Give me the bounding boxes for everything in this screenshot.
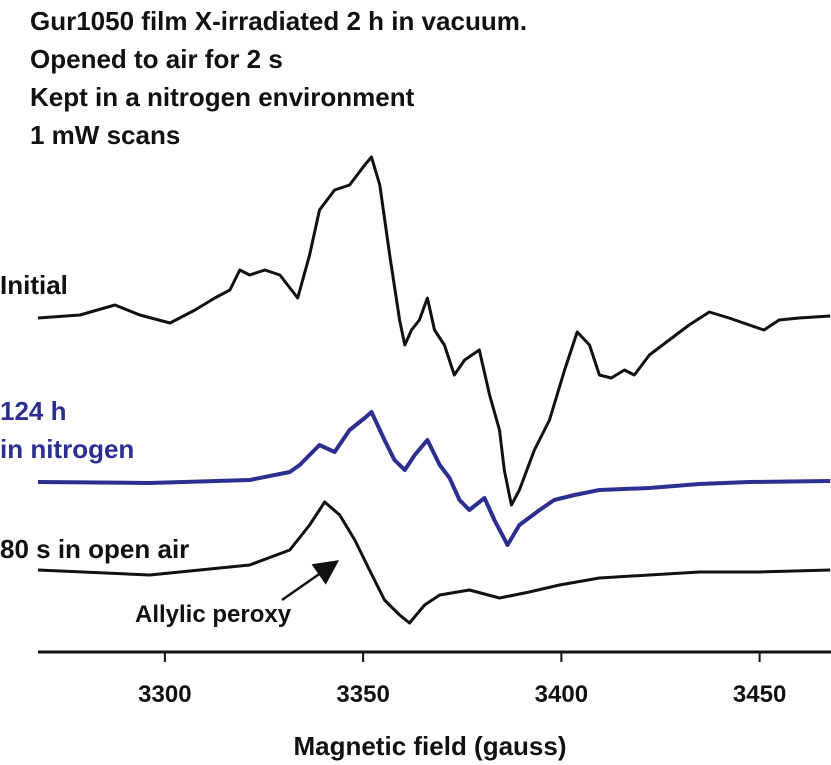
series-label: 80 s in open air	[0, 534, 190, 564]
spectrum-line	[37, 155, 831, 507]
title-line: Gur1050 film X-irradiated 2 h in vacuum.	[30, 6, 528, 36]
title-line: Opened to air for 2 s	[30, 44, 283, 74]
spectrum-line	[37, 410, 831, 547]
x-tick-label: 3350	[336, 681, 389, 708]
annotation: Allylic peroxy	[135, 601, 292, 628]
x-tick-label: 3300	[138, 681, 191, 708]
x-tick-label: 3400	[535, 681, 588, 708]
title-line: 1 mW scans	[30, 120, 181, 150]
series-label: Initial	[0, 270, 68, 300]
title-line: Kept in a nitrogen environment	[30, 82, 415, 112]
x-axis-label: Magnetic field (gauss)	[293, 731, 566, 761]
series-label: 124 h in nitrogen	[0, 396, 135, 464]
spectrum-line	[37, 500, 831, 625]
annotation-arrow	[281, 560, 340, 602]
x-tick-label: 3450	[733, 681, 786, 708]
